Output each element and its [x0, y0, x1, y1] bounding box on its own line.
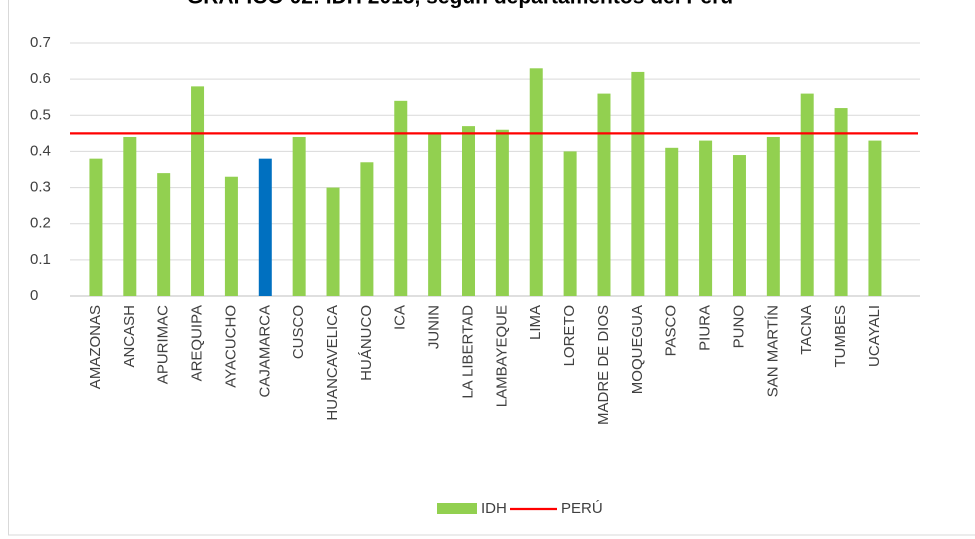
bar [428, 133, 442, 296]
bar [258, 158, 272, 296]
x-tick-label: ANCASH [121, 305, 138, 368]
x-tick-label: MADRE DE DIOS [595, 305, 612, 425]
x-tick-label: AMAZONAS [87, 305, 104, 389]
bar [495, 129, 509, 296]
y-tick-label: 0.6 [30, 70, 51, 87]
bar [89, 158, 103, 296]
bar [224, 176, 238, 296]
x-tick-label: HUANCAVELICA [324, 305, 341, 421]
bar [834, 108, 848, 296]
y-tick-label: 0 [30, 287, 38, 304]
x-tick-label: LORETO [561, 305, 578, 366]
x-tick-label: AYACUCHO [222, 305, 239, 388]
y-tick-label: 0.1 [30, 251, 51, 268]
legend-swatch [437, 503, 477, 514]
x-tick-label: CUSCO [290, 305, 307, 359]
bar [326, 187, 340, 296]
bar [292, 136, 306, 296]
y-tick-label: 0.3 [30, 179, 51, 196]
x-tick-label: TACNA [798, 305, 815, 355]
bar [563, 151, 577, 296]
x-tick-label: LA LIBERTAD [459, 305, 476, 399]
x-tick-label: UCAYALI [866, 305, 883, 367]
x-tick-label: ICA [392, 305, 409, 330]
x-tick-label: PIURA [697, 305, 714, 351]
bar [732, 155, 746, 296]
bar [665, 147, 679, 296]
bar [766, 136, 780, 296]
bar [191, 86, 205, 296]
legend-label: IDH [481, 500, 507, 517]
chart-title: GRÁFICO 02: IDH 2015, según departamento… [187, 0, 733, 9]
bar [529, 68, 543, 296]
bar [597, 93, 611, 296]
x-tick-label: PUNO [730, 305, 747, 348]
bar [631, 71, 645, 297]
bar [360, 162, 374, 296]
y-tick-label: 0.2 [30, 215, 51, 232]
bar [462, 126, 476, 296]
y-tick-label: 0.4 [30, 142, 51, 159]
x-tick-label: JUNIN [426, 305, 443, 349]
bar [699, 140, 713, 296]
x-tick-label: TUMBES [832, 305, 849, 368]
x-tick-label: AREQUIPA [189, 305, 206, 381]
x-tick-label: MOQUEGUA [629, 305, 646, 394]
bar [123, 136, 137, 296]
bar [868, 140, 882, 296]
x-tick-label: CAJAMARCA [256, 305, 273, 398]
bar [157, 173, 171, 296]
y-tick-label: 0.7 [30, 34, 51, 51]
bar [394, 100, 408, 296]
x-tick-label: SAN MARTÍN [764, 305, 781, 397]
x-tick-label: PASCO [663, 305, 680, 356]
x-tick-label: HUÁNUCO [358, 305, 375, 381]
bar [800, 93, 814, 296]
y-tick-label: 0.5 [30, 106, 51, 123]
legend-label: PERÚ [561, 500, 603, 517]
x-tick-label: LAMBAYEQUE [493, 305, 510, 407]
x-tick-label: LIMA [527, 305, 544, 340]
x-tick-label: APURIMAC [155, 305, 172, 384]
chart-frame [8, 0, 975, 536]
